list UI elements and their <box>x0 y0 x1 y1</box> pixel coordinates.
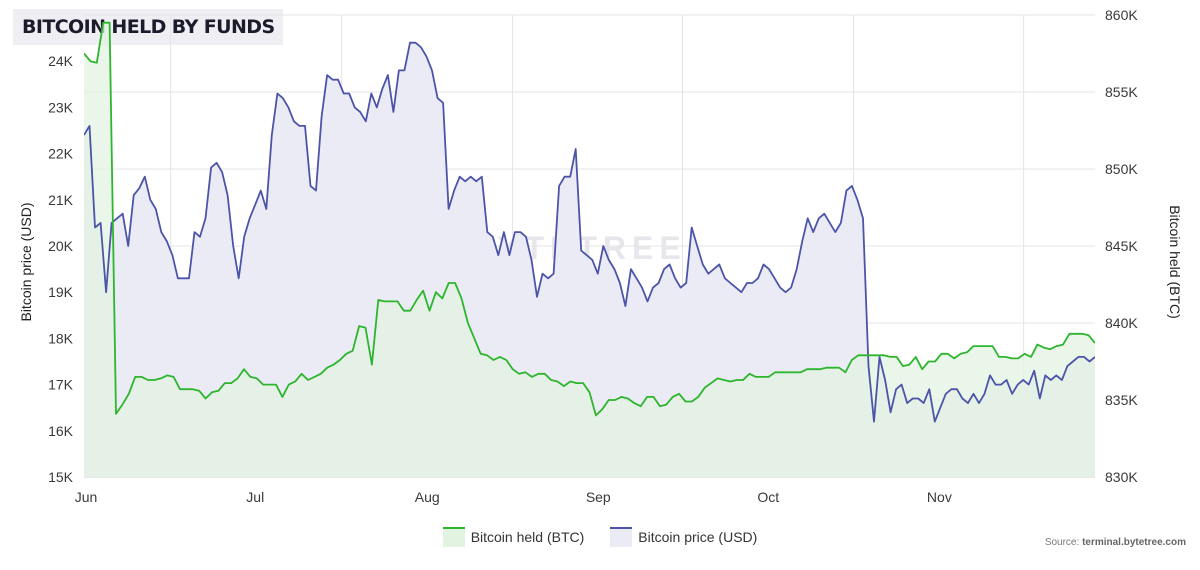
y-right-tick-label: 850K <box>1105 161 1138 177</box>
y-right-tick-label: 840K <box>1105 315 1138 331</box>
legend-item-price[interactable]: Bitcoin price (USD) <box>610 527 757 547</box>
chart-legend: Bitcoin held (BTC) Bitcoin price (USD) <box>0 527 1200 547</box>
legend-label-held: Bitcoin held (BTC) <box>470 529 585 545</box>
y-right-tick-label: 830K <box>1105 469 1138 485</box>
y-left-tick-label: 21K <box>48 192 74 208</box>
legend-label-price: Bitcoin price (USD) <box>638 529 758 545</box>
series-lines <box>84 21 1095 423</box>
y-left-tick-label: 15K <box>48 469 74 485</box>
series-line-held[interactable] <box>84 21 1095 417</box>
y-axis-right-title: Bitcoin held (BTC) <box>1167 205 1183 319</box>
y-left-tick-label: 20K <box>48 238 74 254</box>
series-areas <box>84 22 1095 477</box>
y-left-tick-label: 16K <box>48 423 74 439</box>
legend-swatch-held <box>442 527 465 547</box>
axis-ticks: 830K 835K 840K 845K 850K 855K 860K 15K 16K 17K 18K… <box>48 7 1138 505</box>
chart-title: BITCOIN HELD BY FUNDS <box>22 16 275 38</box>
x-tick-label: Jun <box>75 489 98 505</box>
source-link[interactable]: terminal.bytetree.com <box>1082 537 1186 548</box>
y-left-tick-label: 24K <box>48 53 74 69</box>
y-left-tick-label: 22K <box>48 146 74 162</box>
y-right-tick-label: 835K <box>1105 392 1138 408</box>
y-left-tick-label: 19K <box>48 284 74 300</box>
x-tick-label: Sep <box>586 489 611 505</box>
y-left-tick-label: 23K <box>48 99 74 115</box>
source-note: Source: terminal.bytetree.com <box>1045 537 1186 548</box>
series-line-price[interactable] <box>84 41 1095 423</box>
series-area-held <box>84 22 1095 477</box>
x-tick-label: Aug <box>415 489 440 505</box>
y-left-tick-label: 17K <box>48 377 74 393</box>
y-right-tick-label: 855K <box>1105 84 1138 100</box>
y-right-tick-label: 845K <box>1105 238 1138 254</box>
legend-swatch-price <box>610 527 633 547</box>
y-right-tick-label: 860K <box>1105 7 1138 23</box>
legend-item-held[interactable]: Bitcoin held (BTC) <box>442 527 585 547</box>
y-axis-left-title: Bitcoin price (USD) <box>18 202 34 321</box>
y-left-tick-label: 18K <box>48 330 74 346</box>
x-tick-label: Jul <box>246 489 264 505</box>
x-tick-label: Nov <box>927 489 952 505</box>
source-label: Source: <box>1044 537 1083 548</box>
x-tick-label: Oct <box>757 489 779 505</box>
